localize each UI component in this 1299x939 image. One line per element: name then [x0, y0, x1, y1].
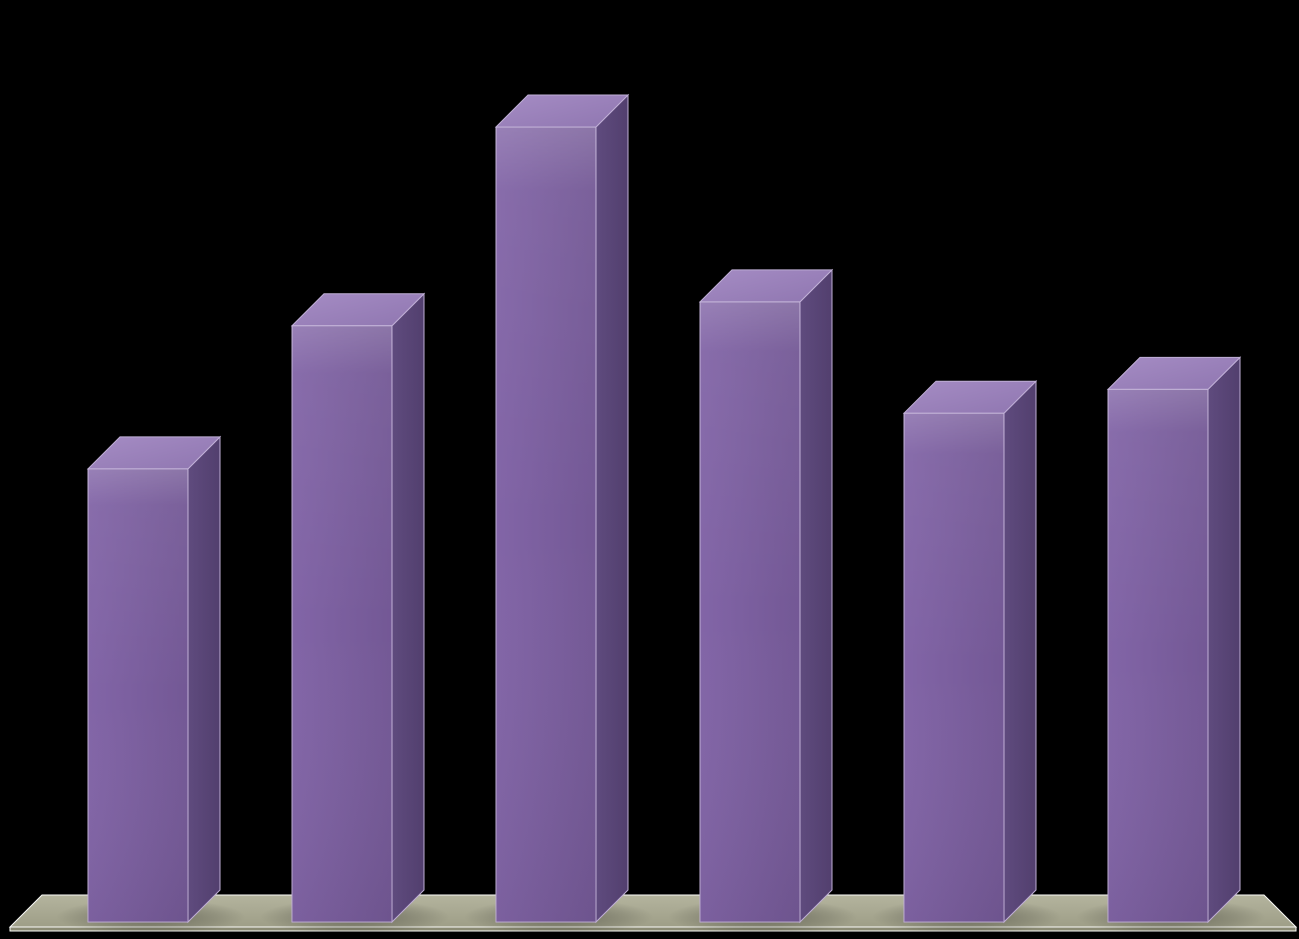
bar-side-face — [392, 294, 424, 922]
bar-4 — [668, 270, 858, 935]
bar-chart-3d — [0, 0, 1299, 939]
bar-front-sheen — [1108, 389, 1208, 922]
bar-2 — [260, 294, 450, 935]
chart-bars — [56, 95, 1266, 935]
bar-side-face — [1004, 381, 1036, 922]
bar-side-face — [596, 95, 628, 922]
bar-front-sheen — [292, 326, 392, 922]
bar-3 — [464, 95, 654, 935]
bar-front-sheen — [904, 413, 1004, 922]
bar-1 — [56, 437, 246, 935]
bar-front-sheen — [700, 302, 800, 922]
bar-front-sheen — [496, 127, 596, 922]
bar-side-face — [800, 270, 832, 922]
bar-5 — [872, 381, 1062, 935]
bar-side-face — [1208, 357, 1240, 922]
bar-side-face — [188, 437, 220, 922]
bar-6 — [1076, 357, 1266, 934]
bar-front-sheen — [88, 469, 188, 922]
